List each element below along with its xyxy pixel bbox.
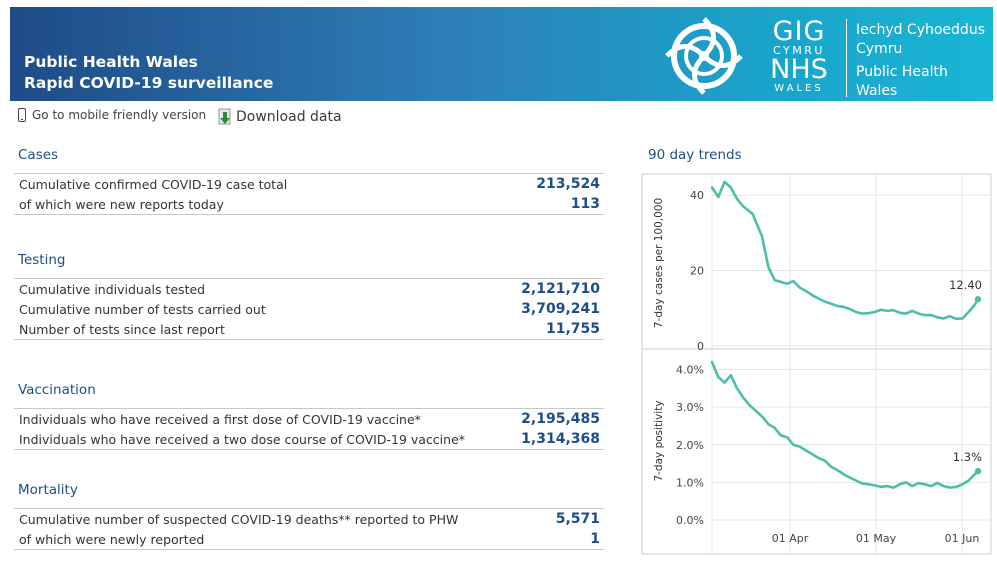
cases-table: Cumulative confirmed COVID-19 case total… <box>14 173 604 215</box>
title-line-2: Rapid COVID-19 surveillance <box>24 74 274 92</box>
stat-label: Cumulative number of suspected COVID-19 … <box>19 511 459 527</box>
stat-label: Cumulative number of tests carried out <box>19 301 266 317</box>
phone-icon <box>18 108 26 122</box>
x-tick-label: 01 Jun <box>945 532 980 545</box>
download-icon <box>218 108 231 125</box>
table-row: Number of tests since last report 11,755 <box>14 319 604 339</box>
section-title-mortality: Mortality <box>18 482 78 498</box>
stat-value: 1,314,368 <box>521 431 600 447</box>
gig-text: GIG <box>772 16 826 47</box>
org-name-welsh-line-2: Cymru <box>856 41 903 57</box>
stat-value: 2,121,710 <box>521 281 600 297</box>
end-value-label: 1.3% <box>953 450 982 464</box>
stat-label: Individuals who have received a two dose… <box>19 431 466 447</box>
download-data-link[interactable]: Download data <box>218 108 342 126</box>
mobile-version-label: Go to mobile friendly version <box>32 108 207 122</box>
y-tick-label: 0 <box>697 340 704 353</box>
table-row: of which were newly reported 1 <box>14 529 604 549</box>
stat-label: of which were newly reported <box>19 531 205 547</box>
org-name-welsh: Iechyd Cyhoeddus Cymru <box>856 21 985 59</box>
nhs-text: NHS <box>770 54 828 85</box>
stat-label: of which were new reports today <box>19 196 224 212</box>
gig-cymru-nhs-wales-logo: GIG CYMRU NHS WALES <box>758 16 840 99</box>
download-data-label: Download data <box>236 109 342 125</box>
org-name-english-line-2: Wales <box>856 83 898 99</box>
stat-value: 213,524 <box>536 176 600 192</box>
end-point <box>974 296 982 303</box>
table-row: Individuals who have received a first do… <box>14 409 604 429</box>
table-row: of which were new reports today 113 <box>14 194 604 214</box>
y-tick-label: 2.0% <box>676 439 704 452</box>
y-tick-label: 20 <box>690 265 704 278</box>
y-tick-label: 4.0% <box>676 364 704 377</box>
y-tick-label: 40 <box>690 189 704 202</box>
end-value-label: 12.40 <box>949 278 982 292</box>
stat-value: 3,709,241 <box>521 301 600 317</box>
stat-value: 113 <box>570 196 600 212</box>
table-row: Individuals who have received a two dose… <box>14 429 604 449</box>
wales-text: WALES <box>774 83 824 94</box>
table-row: Cumulative confirmed COVID-19 case total… <box>14 174 604 194</box>
series-line <box>710 360 980 489</box>
header-banner: Public Health Wales Rapid COVID-19 surve… <box>10 7 993 101</box>
y-axis-label: 7-day positivity <box>653 400 665 481</box>
stat-label: Cumulative individuals tested <box>19 281 206 297</box>
page-title: Public Health Wales Rapid COVID-19 surve… <box>24 52 273 94</box>
trend-charts: 0 20 40 7-day cases per 100,000 12.40 0.0% 1.0… <box>641 173 992 555</box>
org-name-english-line-1: Public Health <box>856 64 948 80</box>
stat-label: Number of tests since last report <box>19 321 225 337</box>
stat-value: 5,571 <box>555 511 600 527</box>
x-tick-label: 01 Apr <box>772 532 809 545</box>
org-name-welsh-line-1: Iechyd Cyhoeddus <box>856 22 985 38</box>
series-line <box>710 180 980 321</box>
section-title-testing: Testing <box>18 252 66 268</box>
cymru-text: CYMRU <box>773 44 825 57</box>
y-axis-label: 7-day cases per 100,000 <box>653 198 665 328</box>
trends-title: 90 day trends <box>648 147 742 163</box>
table-row: Cumulative number of suspected COVID-19 … <box>14 509 604 529</box>
y-tick-label: 0.0% <box>676 514 704 527</box>
chart-frame <box>641 173 992 555</box>
mortality-table: Cumulative number of suspected COVID-19 … <box>14 508 604 550</box>
celtic-knot-logo-icon <box>665 17 743 95</box>
title-line-1: Public Health Wales <box>24 53 198 71</box>
section-title-cases: Cases <box>18 147 59 163</box>
end-point <box>974 467 982 475</box>
mobile-version-link[interactable]: Go to mobile friendly version <box>18 108 206 122</box>
testing-table: Cumulative individuals tested 2,121,710 … <box>14 278 604 340</box>
stat-value: 2,195,485 <box>521 411 600 427</box>
y-tick-label: 3.0% <box>676 401 704 414</box>
table-row: Cumulative individuals tested 2,121,710 <box>14 279 604 299</box>
logo-divider <box>846 19 847 97</box>
table-row: Cumulative number of tests carried out 3… <box>14 299 604 319</box>
org-name-english: Public Health Wales <box>856 63 948 101</box>
section-title-vaccination: Vaccination <box>18 382 96 398</box>
y-tick-label: 1.0% <box>676 476 704 489</box>
x-tick-label: 01 May <box>856 532 897 545</box>
vaccination-table: Individuals who have received a first do… <box>14 408 604 450</box>
stat-value: 1 <box>590 531 600 547</box>
stat-label: Cumulative confirmed COVID-19 case total <box>19 176 288 192</box>
stat-value: 11,755 <box>545 321 600 337</box>
stat-label: Individuals who have received a first do… <box>19 411 421 427</box>
